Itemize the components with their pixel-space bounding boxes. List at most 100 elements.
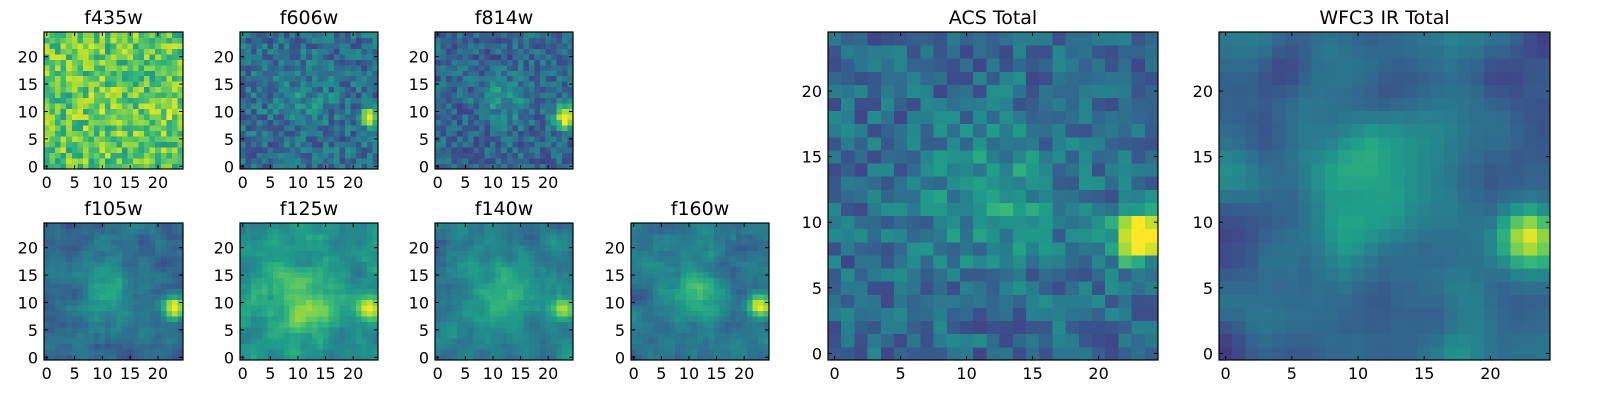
heatmap-cell <box>350 141 357 148</box>
heatmap-cell <box>730 343 737 350</box>
heatmap-cell <box>278 59 285 66</box>
heatmap-cell <box>473 97 480 104</box>
heatmap-cell <box>561 239 568 246</box>
heatmap-cell <box>55 163 62 170</box>
heatmap-cell <box>457 244 463 251</box>
heatmap-cell <box>77 283 84 290</box>
heatmap-cell <box>528 299 535 306</box>
heatmap-cell <box>462 108 469 115</box>
heatmap-cell <box>116 283 123 290</box>
heatmap-cell <box>127 332 134 339</box>
heatmap-cell <box>1039 294 1053 308</box>
heatmap-cell <box>372 48 379 55</box>
heatmap-cell <box>77 316 84 323</box>
heatmap-cell <box>322 158 329 164</box>
heatmap-cell <box>44 125 50 132</box>
heatmap-cell <box>138 53 145 60</box>
heatmap-cell <box>440 272 447 279</box>
heatmap-cell <box>251 272 257 279</box>
heatmap-cell <box>479 86 486 93</box>
heatmap-cell <box>256 338 263 344</box>
heatmap-cell <box>545 321 552 328</box>
heatmap-cell <box>479 244 486 251</box>
heatmap-cell <box>94 37 100 44</box>
heatmap-cell <box>366 283 373 290</box>
heatmap-cell <box>440 70 447 77</box>
heatmap-cell <box>262 48 268 55</box>
heatmap-cell <box>730 228 737 235</box>
heatmap-cell <box>333 70 340 77</box>
heatmap-cell <box>495 343 502 350</box>
heatmap-cell <box>300 332 307 339</box>
heatmap-cell <box>361 354 368 361</box>
heatmap-cell <box>361 332 368 339</box>
heatmap-cell <box>339 354 346 361</box>
heatmap-cell <box>82 42 89 49</box>
heatmap-cell <box>550 316 557 323</box>
heatmap-cell <box>155 349 162 355</box>
heatmap-cell <box>653 272 659 279</box>
heatmap-cell <box>435 332 441 339</box>
heatmap-cell <box>867 202 882 217</box>
heatmap-cell <box>435 86 441 93</box>
heatmap-cell <box>339 152 346 159</box>
heatmap-cell <box>763 233 770 240</box>
heatmap-cell <box>105 70 112 77</box>
heatmap-cell <box>642 316 648 323</box>
heatmap-cell <box>284 114 291 121</box>
heatmap-cell <box>155 108 162 115</box>
heatmap-cell <box>77 228 84 235</box>
heatmap-cell <box>311 354 318 361</box>
heatmap-cell <box>366 48 373 55</box>
heatmap-cell <box>82 255 89 262</box>
heatmap-cell <box>132 283 139 290</box>
heatmap-cell <box>311 119 318 126</box>
heatmap-cell <box>741 244 748 251</box>
heatmap-cell <box>127 147 134 153</box>
heatmap-cell <box>462 119 469 126</box>
heatmap-cell <box>523 239 530 246</box>
heatmap-cell <box>88 283 95 290</box>
heatmap-cell <box>730 338 737 344</box>
heatmap-cell <box>1012 320 1027 335</box>
heatmap-cell <box>490 141 497 148</box>
heatmap-cell <box>110 255 117 262</box>
heatmap-cell <box>44 97 50 104</box>
heatmap-cell <box>528 228 535 235</box>
heatmap-cell <box>946 268 961 282</box>
heatmap-cell <box>484 92 491 99</box>
heatmap-cell <box>1092 294 1106 308</box>
heatmap-cell <box>295 125 302 132</box>
heatmap-cell <box>273 86 280 93</box>
heatmap-cell <box>484 250 491 257</box>
heatmap-cell <box>339 310 346 317</box>
heatmap-cell <box>539 119 546 126</box>
heatmap-cell <box>669 272 676 279</box>
heatmap-cell <box>501 294 508 301</box>
heatmap-cell <box>735 255 742 262</box>
x-tick-label: 20 <box>538 364 558 383</box>
heatmap-cell <box>66 244 73 251</box>
heatmap-cell <box>344 277 351 284</box>
heatmap-cell <box>523 228 530 235</box>
heatmap-cell <box>512 228 519 235</box>
heatmap-cell <box>462 75 469 82</box>
heatmap-cell <box>132 158 139 164</box>
heatmap-cell <box>144 64 151 71</box>
heatmap-cell <box>473 125 480 132</box>
heatmap-cell <box>490 332 497 339</box>
heatmap-cell <box>653 277 659 284</box>
heatmap-cell <box>295 37 302 44</box>
heatmap-cell <box>517 119 524 126</box>
heatmap-cell <box>920 228 934 243</box>
heatmap-cell <box>735 338 742 344</box>
heatmap-cell <box>240 338 246 344</box>
heatmap-cell <box>116 70 123 77</box>
heatmap-cell <box>708 332 715 339</box>
heatmap-cell <box>127 59 134 66</box>
heatmap-cell <box>457 250 463 257</box>
heatmap-cell <box>88 158 95 164</box>
heatmap-cell <box>550 332 557 339</box>
heatmap-cell <box>60 119 67 126</box>
heatmap-cell <box>763 321 770 328</box>
